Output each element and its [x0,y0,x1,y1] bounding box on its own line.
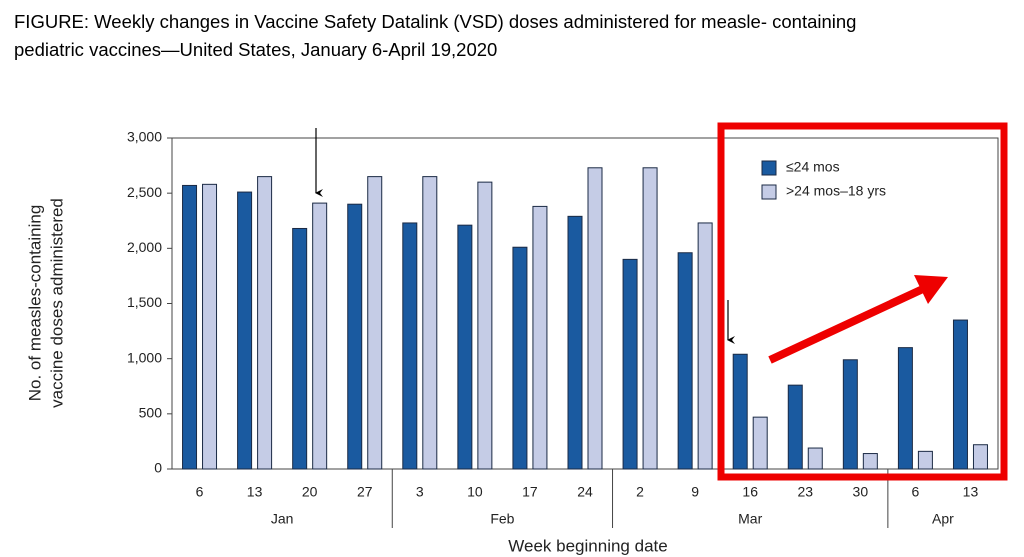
x-tick-label: 16 [742,484,758,500]
title-line: FIGURE: Weekly changes in Vaccine Safety… [14,11,856,32]
bar [787,384,803,470]
x-tick-label: 6 [912,484,920,500]
x-tick-label: 23 [797,484,813,500]
legend-swatch [761,160,777,176]
x-tick-label: 3 [416,484,424,500]
title-line: pediatric vaccines—United States, Januar… [14,39,497,60]
bar [512,246,528,470]
month-label: Jan [271,511,294,527]
bar [422,176,438,470]
month-label: Apr [932,511,954,527]
bar [622,258,638,470]
bar [477,181,493,470]
x-tick-label: 24 [577,484,593,500]
y-tick-label: 500 [139,405,163,421]
bar [202,183,218,470]
y-tick-label: 2,000 [127,239,162,255]
y-tick-label: 2,500 [127,184,162,200]
y-tick-label: 1,500 [127,294,162,310]
bar [257,176,273,470]
bar [312,202,328,470]
bar [367,176,383,470]
month-label: Mar [738,511,762,527]
bar [587,167,603,470]
bar [697,222,713,470]
bar [642,167,658,470]
x-axis-title: Week beginning date [508,536,667,555]
trend-arrow [768,284,927,364]
y-tick-label: 0 [154,460,162,476]
legend-swatch [761,184,777,200]
bar [347,203,363,470]
bar [972,444,988,470]
bar [292,227,308,470]
legend-label: ≤24 mos [786,159,840,175]
bar [917,450,933,470]
bar [862,453,878,470]
bar [457,224,473,470]
x-tick-label: 30 [853,484,869,500]
bar [237,191,253,470]
x-tick-label: 13 [247,484,263,500]
x-tick-label: 6 [196,484,204,500]
trend-arrow-head [914,275,948,304]
y-axis-title: vaccine doses administered [47,198,66,408]
x-tick-label: 20 [302,484,318,500]
x-tick-label: 9 [691,484,699,500]
bar [567,215,583,470]
bar [952,319,968,470]
bar [402,222,418,470]
bar [732,353,748,470]
bar [677,252,693,470]
bar [182,184,198,470]
y-tick-label: 1,000 [127,349,162,365]
y-tick-label: 3,000 [127,129,162,145]
legend-label: >24 mos–18 yrs [786,183,886,199]
x-tick-label: 10 [467,484,483,500]
bar [752,416,768,470]
x-tick-label: 2 [636,484,644,500]
bar [897,347,913,470]
month-label: Feb [490,511,514,527]
bar [807,447,823,470]
highlight-box [717,122,1008,481]
x-tick-label: 13 [963,484,979,500]
x-tick-label: 17 [522,484,538,500]
bar [532,205,548,470]
bar [842,359,858,470]
x-tick-label: 27 [357,484,373,500]
y-axis-title: No. of measles-containing [25,205,44,402]
